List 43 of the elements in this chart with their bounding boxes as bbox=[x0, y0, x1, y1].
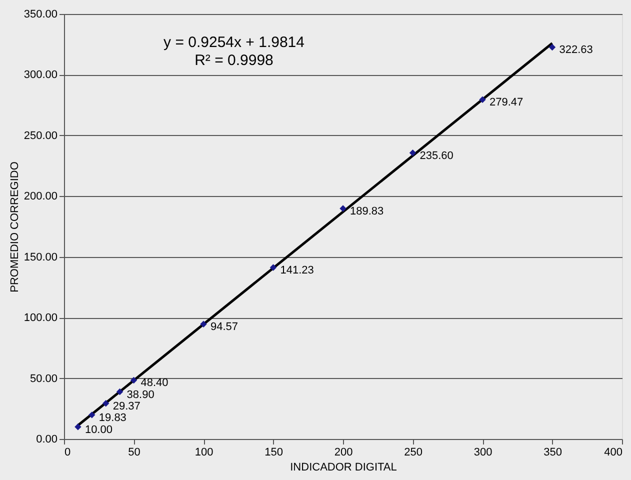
annotation: R² = 0.9998 bbox=[194, 52, 274, 69]
data-label: 19.83 bbox=[98, 412, 126, 424]
annotation: y = 0.9254x + 1.9814 bbox=[164, 34, 304, 51]
data-label: 38.90 bbox=[126, 388, 154, 401]
data-label: 235.60 bbox=[420, 150, 454, 162]
point bbox=[88, 412, 96, 418]
x-tick-label: 300 bbox=[474, 446, 492, 458]
x-tick-label: 150 bbox=[264, 446, 283, 458]
point bbox=[130, 376, 138, 384]
data-label: 29.37 bbox=[112, 400, 140, 412]
y-axis-title: PROMEDIO CORREGIDO bbox=[8, 161, 21, 292]
data-label: 94.57 bbox=[210, 321, 238, 334]
y-tick-label: 0.00 bbox=[36, 434, 58, 446]
point bbox=[548, 44, 556, 51]
point bbox=[409, 150, 416, 156]
x-tick-label: 400 bbox=[604, 446, 622, 458]
y-tick-label: 350.00 bbox=[24, 8, 58, 20]
point bbox=[102, 400, 110, 407]
x-tick-label: 200 bbox=[334, 446, 353, 458]
y-tick-label: 300.00 bbox=[24, 69, 58, 82]
x-tick-label: 0 bbox=[64, 446, 71, 458]
y-tick-label: 250.00 bbox=[24, 130, 58, 142]
point bbox=[200, 320, 207, 328]
x-axis-title: INDICADOR DIGITAL bbox=[290, 462, 397, 474]
point bbox=[340, 205, 346, 212]
y-tick-label: 200.00 bbox=[24, 190, 58, 203]
data-label: 10.00 bbox=[84, 424, 112, 436]
data-label: 48.40 bbox=[140, 377, 168, 390]
point bbox=[479, 96, 486, 103]
point bbox=[74, 424, 82, 430]
y-tick-label: 100.00 bbox=[24, 312, 58, 324]
data-label: 189.83 bbox=[350, 205, 384, 218]
x-tick-label: 100 bbox=[194, 446, 214, 458]
data-label: 322.63 bbox=[559, 44, 593, 56]
x-tick-label: 350 bbox=[544, 446, 562, 458]
point bbox=[116, 388, 124, 396]
x-tick-label: 250 bbox=[404, 446, 422, 458]
x-tick-label: 50 bbox=[128, 446, 140, 458]
y-tick-label: 50.00 bbox=[30, 372, 58, 385]
data-label: 141.23 bbox=[280, 264, 314, 277]
point bbox=[270, 264, 277, 271]
y-tick-label: 150.00 bbox=[24, 251, 58, 264]
data-label: 279.47 bbox=[490, 96, 524, 109]
